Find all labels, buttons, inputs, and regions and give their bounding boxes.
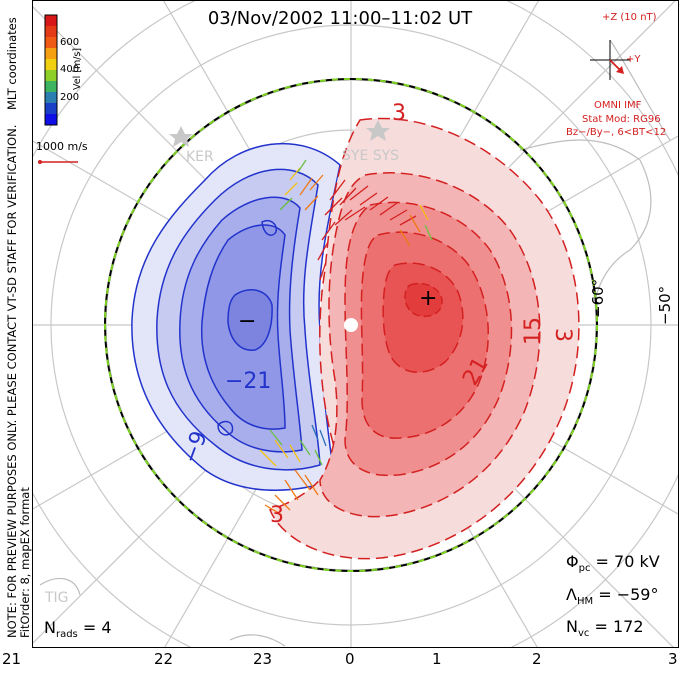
radar-count: Nrads = 4 [44, 618, 112, 641]
cross-polar-cap-potential: Φpc = 70 kV [566, 552, 660, 575]
colorbar-tick-600: 600 [60, 37, 80, 48]
pos-label-15: 15 [521, 317, 546, 345]
velocity-colorbar [44, 14, 58, 126]
stat-model: Stat Mod: RG96 [582, 114, 661, 125]
scale-vector-label: 1000 m/s [36, 140, 88, 153]
magnetic-pole [344, 318, 358, 332]
mlt-tick-3: 3 [668, 650, 678, 668]
coastlines [39, 39, 671, 647]
station-label-tig: TIG [44, 590, 69, 606]
colorbar-tick-400: 400 [60, 64, 80, 75]
negative-potential-cell [131, 142, 341, 491]
colorbar-tick-200: 200 [60, 92, 80, 103]
mlt-tick-22: 22 [154, 650, 174, 668]
mlt-tick-23: 23 [253, 650, 273, 668]
station-markers [169, 120, 390, 147]
hm-boundary-latitude: ΛHM = −59° [566, 585, 659, 608]
lat-label-50: −50° [656, 286, 674, 325]
mlt-tick-0: 0 [345, 650, 355, 668]
velocity-vectors [259, 159, 433, 516]
plot-frame [32, 0, 679, 648]
imf-condition: Bz−/By−, 6<BT<12 [566, 127, 667, 138]
positive-potential-cell [268, 117, 580, 560]
mlt-tick-2: 2 [532, 650, 542, 668]
fit-order-note: FitOrder: 8, mapEX format [18, 487, 32, 638]
scale-vector-dot [38, 160, 42, 164]
station-label-ker: KER [186, 149, 214, 165]
imf-by-label: +Y [626, 54, 641, 65]
pos-label-3-top: 3 [392, 101, 406, 126]
coordinates-label: MLT coordinates [5, 17, 19, 110]
pos-label-3-right: 3 [550, 328, 575, 342]
imf-clock [590, 40, 630, 80]
plot-title: 03/Nov/2002 11:00–11:02 UT [207, 8, 473, 29]
imf-bz-label: +Z (10 nT) [602, 12, 657, 23]
neg-min-marker: − [238, 309, 256, 334]
imf-source: OMNI IMF [594, 100, 642, 111]
pos-label-3-bottom: 3 [270, 503, 284, 528]
preview-note: NOTE: FOR PREVIEW PURPOSES ONLY. PLEASE … [5, 124, 19, 638]
boundary-dash [104, 78, 598, 572]
mlt-tick-1: 1 [432, 650, 442, 668]
neg-label-21: −21 [225, 369, 271, 394]
station-label-sye-sys: SYE SYS [342, 148, 399, 164]
lat-label-60: −60° [589, 279, 607, 318]
pos-max-marker: + [419, 286, 437, 311]
vector-count: Nvc = 172 [566, 617, 644, 640]
mlt-tick-21: 21 [2, 650, 22, 668]
